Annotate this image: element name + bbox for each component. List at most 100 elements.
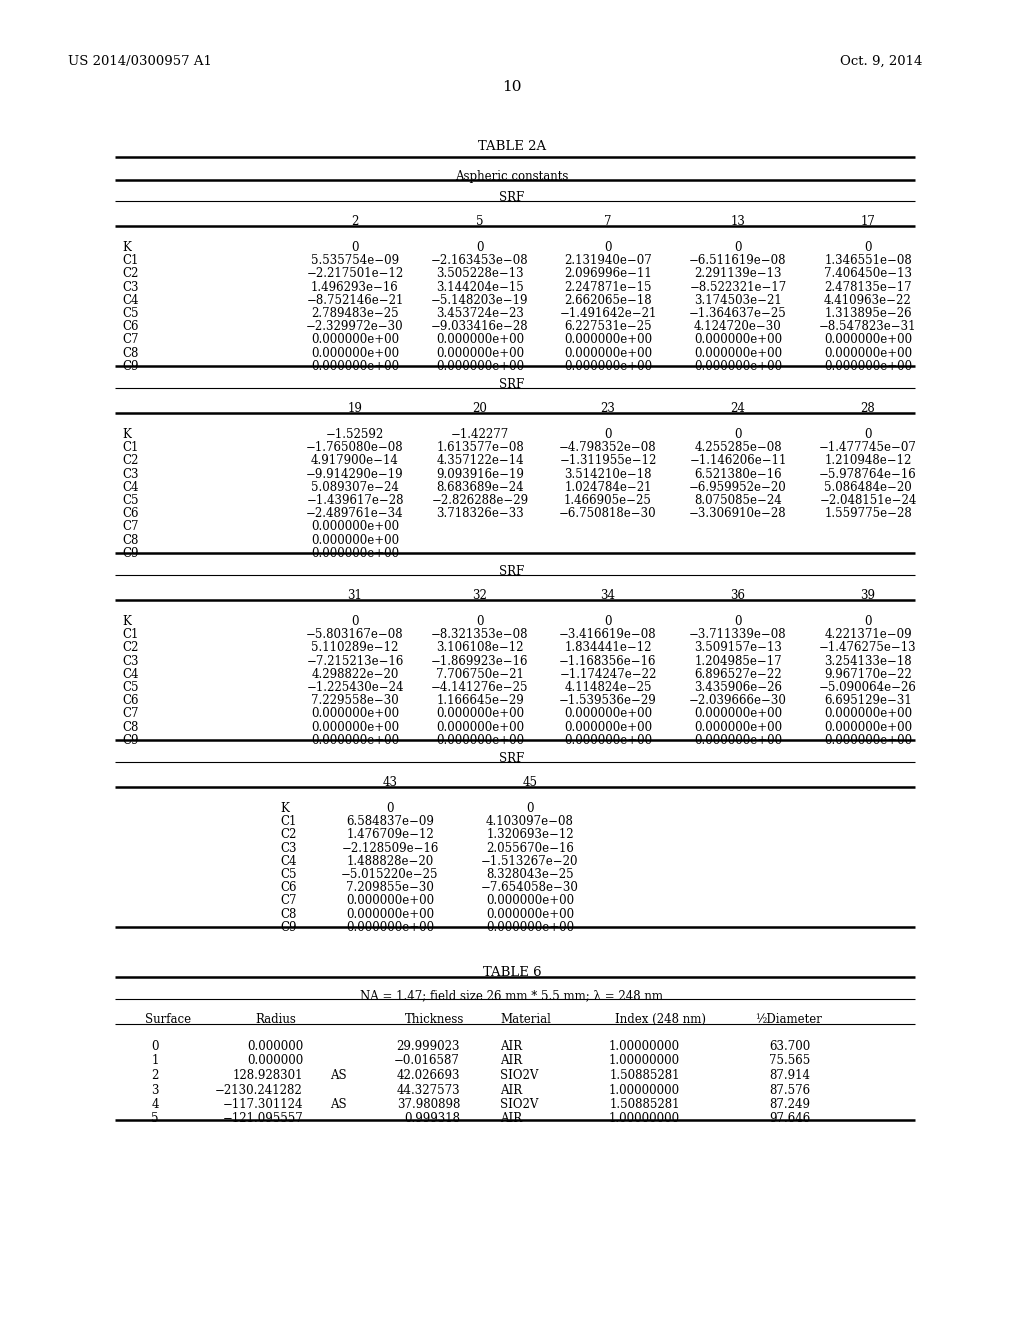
Text: −2.489761e−34: −2.489761e−34 <box>306 507 403 520</box>
Text: −1.477745e−07: −1.477745e−07 <box>819 441 916 454</box>
Text: 0.000000e+00: 0.000000e+00 <box>436 334 524 346</box>
Text: 0.000000e+00: 0.000000e+00 <box>824 721 912 734</box>
Text: NA = 1.47; field size 26 mm * 5.5 mm; λ = 248 nm: NA = 1.47; field size 26 mm * 5.5 mm; λ … <box>360 989 664 1002</box>
Text: 75.565: 75.565 <box>769 1055 810 1068</box>
Text: −121.095557: −121.095557 <box>222 1113 303 1126</box>
Text: C3: C3 <box>280 842 297 854</box>
Text: 32: 32 <box>472 589 487 602</box>
Text: SIO2V: SIO2V <box>500 1069 539 1082</box>
Text: K: K <box>280 803 289 814</box>
Text: 0.000000e+00: 0.000000e+00 <box>694 347 782 359</box>
Text: 0.000000e+00: 0.000000e+00 <box>311 533 399 546</box>
Text: −2.128509e−16: −2.128509e−16 <box>341 842 438 854</box>
Text: C9: C9 <box>122 734 138 747</box>
Text: −1.491642e−21: −1.491642e−21 <box>559 308 656 319</box>
Text: 6.584837e−09: 6.584837e−09 <box>346 816 434 828</box>
Text: 9.093916e−19: 9.093916e−19 <box>436 467 524 480</box>
Text: K: K <box>122 615 131 628</box>
Text: C4: C4 <box>122 294 138 306</box>
Text: 7.406450e−13: 7.406450e−13 <box>824 268 912 280</box>
Text: −7.654058e−30: −7.654058e−30 <box>481 882 579 894</box>
Text: 1.024784e−21: 1.024784e−21 <box>564 480 651 494</box>
Text: C9: C9 <box>122 360 138 372</box>
Text: C1: C1 <box>122 628 138 642</box>
Text: 4.410963e−22: 4.410963e−22 <box>824 294 912 306</box>
Text: C7: C7 <box>122 520 138 533</box>
Text: 17: 17 <box>860 215 876 228</box>
Text: 10: 10 <box>502 81 522 94</box>
Text: 0: 0 <box>604 428 611 441</box>
Text: 0.000000e+00: 0.000000e+00 <box>564 721 652 734</box>
Text: C9: C9 <box>280 921 297 933</box>
Text: 1.00000000: 1.00000000 <box>609 1040 680 1053</box>
Text: 28: 28 <box>860 403 876 414</box>
Text: −1.476275e−13: −1.476275e−13 <box>819 642 916 655</box>
Text: C6: C6 <box>122 694 138 708</box>
Text: −1.513267e−20: −1.513267e−20 <box>481 855 579 867</box>
Text: 2.478135e−17: 2.478135e−17 <box>824 281 911 293</box>
Text: C8: C8 <box>122 721 138 734</box>
Text: 2.247871e−15: 2.247871e−15 <box>564 281 651 293</box>
Text: −4.141276e−25: −4.141276e−25 <box>431 681 528 694</box>
Text: 0.000000e+00: 0.000000e+00 <box>694 334 782 346</box>
Text: −1.364637e−25: −1.364637e−25 <box>689 308 786 319</box>
Text: 0.999318: 0.999318 <box>404 1113 460 1126</box>
Text: −5.015220e−25: −5.015220e−25 <box>341 869 438 880</box>
Text: 20: 20 <box>472 403 487 414</box>
Text: 5.089307e−24: 5.089307e−24 <box>311 480 399 494</box>
Text: −6.959952e−20: −6.959952e−20 <box>689 480 786 494</box>
Text: 3.509157e−13: 3.509157e−13 <box>694 642 782 655</box>
Text: 97.646: 97.646 <box>769 1113 810 1126</box>
Text: −7.215213e−16: −7.215213e−16 <box>306 655 403 668</box>
Text: 87.249: 87.249 <box>769 1098 810 1111</box>
Text: 5.086484e−20: 5.086484e−20 <box>824 480 912 494</box>
Text: Surface: Surface <box>145 1012 191 1026</box>
Text: 0: 0 <box>604 242 611 253</box>
Text: 3.106108e−12: 3.106108e−12 <box>436 642 523 655</box>
Text: AS: AS <box>330 1098 347 1111</box>
Text: 0.000000e+00: 0.000000e+00 <box>564 734 652 747</box>
Text: Aspheric constants: Aspheric constants <box>456 170 568 183</box>
Text: −1.539536e−29: −1.539536e−29 <box>559 694 656 708</box>
Text: 8.075085e−24: 8.075085e−24 <box>694 494 782 507</box>
Text: 3.505228e−13: 3.505228e−13 <box>436 268 524 280</box>
Text: 0.000000e+00: 0.000000e+00 <box>436 734 524 747</box>
Text: 8.328043e−25: 8.328043e−25 <box>486 869 573 880</box>
Text: 128.928301: 128.928301 <box>232 1069 303 1082</box>
Text: 1.204985e−17: 1.204985e−17 <box>694 655 781 668</box>
Text: 6.521380e−16: 6.521380e−16 <box>694 467 781 480</box>
Text: 0: 0 <box>476 615 483 628</box>
Text: TABLE 2A: TABLE 2A <box>478 140 546 153</box>
Text: K: K <box>122 242 131 253</box>
Text: −9.914290e−19: −9.914290e−19 <box>306 467 403 480</box>
Text: −8.547823e−31: −8.547823e−31 <box>819 321 916 333</box>
Text: 0.000000e+00: 0.000000e+00 <box>824 347 912 359</box>
Text: 23: 23 <box>600 403 615 414</box>
Text: 42.026693: 42.026693 <box>396 1069 460 1082</box>
Text: 2: 2 <box>351 215 358 228</box>
Text: 1.00000000: 1.00000000 <box>609 1084 680 1097</box>
Text: 1.00000000: 1.00000000 <box>609 1055 680 1068</box>
Text: C6: C6 <box>280 882 297 894</box>
Text: 0.000000e+00: 0.000000e+00 <box>824 734 912 747</box>
Text: 4.114824e−25: 4.114824e−25 <box>564 681 651 694</box>
Text: 1.488828e−20: 1.488828e−20 <box>346 855 433 867</box>
Text: AS: AS <box>330 1069 347 1082</box>
Text: C4: C4 <box>280 855 297 867</box>
Text: C2: C2 <box>122 642 138 655</box>
Text: −6.750818e−30: −6.750818e−30 <box>559 507 656 520</box>
Text: Index (248 nm): Index (248 nm) <box>615 1012 706 1026</box>
Text: 4.357122e−14: 4.357122e−14 <box>436 454 524 467</box>
Text: C2: C2 <box>122 268 138 280</box>
Text: −8.522321e−17: −8.522321e−17 <box>689 281 786 293</box>
Text: 2.055670e−16: 2.055670e−16 <box>486 842 573 854</box>
Text: 0.000000e+00: 0.000000e+00 <box>486 921 574 933</box>
Text: 0.000000: 0.000000 <box>247 1055 303 1068</box>
Text: C6: C6 <box>122 507 138 520</box>
Text: −5.148203e−19: −5.148203e−19 <box>431 294 528 306</box>
Text: 5: 5 <box>152 1113 159 1126</box>
Text: −6.511619e−08: −6.511619e−08 <box>689 255 786 267</box>
Text: 1.166645e−29: 1.166645e−29 <box>436 694 524 708</box>
Text: −5.978764e−16: −5.978764e−16 <box>819 467 916 480</box>
Text: 0: 0 <box>386 803 394 814</box>
